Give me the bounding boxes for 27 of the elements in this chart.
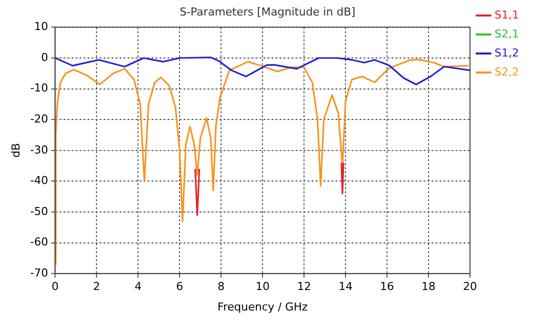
x-tick-label: 10	[256, 280, 270, 294]
x-tick-label: 6	[176, 280, 184, 294]
x-tick-label: 14	[338, 280, 353, 294]
x-tick-label: 8	[218, 280, 225, 294]
x-tick-label: 2	[93, 280, 100, 294]
x-tick-label: 12	[297, 280, 312, 294]
x-tick-label: 20	[463, 280, 478, 294]
y-tick-label: -40	[30, 174, 48, 188]
x-tick-label: 0	[52, 280, 59, 294]
y-tick-label: -30	[30, 143, 48, 156]
y-tick-label: -20	[30, 112, 48, 126]
x-tick-label: 4	[134, 280, 142, 294]
y-tick-label: 0	[41, 50, 48, 64]
legend-label: S1,1	[494, 8, 520, 22]
legend-label: S2,2	[494, 65, 520, 78]
x-axis-title: Frequency / GHz	[218, 300, 308, 314]
x-tick-label: 18	[422, 280, 436, 294]
y-tick-label: -70	[30, 266, 48, 280]
chart-title: S-Parameters [Magnitude in dB]	[180, 5, 356, 18]
y-tick-label: -50	[30, 204, 48, 218]
legend-label: S2,1	[494, 27, 520, 40]
y-tick-label: -10	[30, 82, 48, 95]
legend-label: S1,2	[494, 46, 520, 60]
y-tick-label: 10	[34, 20, 48, 34]
y-axis-title: dB	[9, 143, 22, 158]
x-tick-label: 16	[380, 280, 394, 294]
y-tick-label: -60	[30, 236, 48, 249]
